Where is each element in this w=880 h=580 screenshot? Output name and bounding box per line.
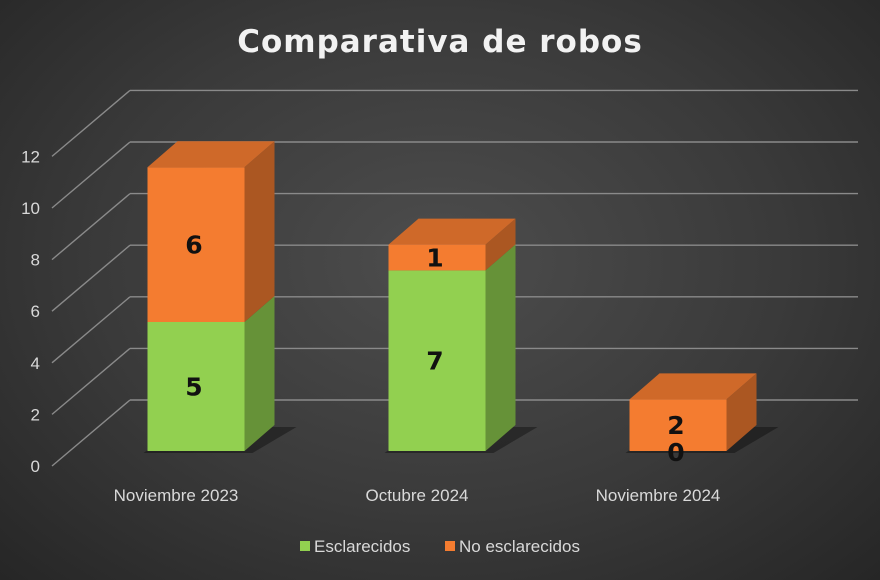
bar-segment <box>388 270 486 451</box>
bar-segment-side <box>244 141 275 322</box>
data-label: 1 <box>426 244 443 273</box>
bar-segment-top <box>629 373 757 400</box>
legend-label: Esclarecidos <box>314 537 410 556</box>
data-label: 2 <box>667 411 684 440</box>
legend-swatch <box>445 541 455 551</box>
gridline-side <box>51 141 131 209</box>
legend-swatch <box>300 541 310 551</box>
bar-segment-side <box>485 244 516 451</box>
bar-segment <box>629 399 727 451</box>
y-tick-label: 2 <box>31 405 40 424</box>
gridline-side <box>51 89 131 157</box>
data-labels: 5 6 7 1 02 <box>185 231 684 467</box>
gridline-side <box>51 347 131 415</box>
bar-segment-side <box>244 296 275 451</box>
gridline-side <box>51 244 131 312</box>
bar-segment <box>388 244 486 271</box>
data-label: 7 <box>426 347 443 376</box>
bar-segment-side <box>726 373 757 451</box>
bar-segment <box>147 322 245 451</box>
gridline-side <box>51 296 131 364</box>
y-tick-label: 6 <box>31 302 40 321</box>
x-category-label: Octubre 2024 <box>365 486 468 505</box>
bar-segment-top <box>388 218 516 245</box>
gridline-side <box>51 193 131 261</box>
x-category-label: Noviembre 2024 <box>596 486 721 505</box>
y-tick-label: 4 <box>31 354 40 373</box>
data-label: 0 <box>667 438 684 467</box>
x-category-label: Noviembre 2023 <box>114 486 239 505</box>
x-axis-categories: Noviembre 2023 Octubre 2024 Noviembre 2024 <box>114 486 721 505</box>
data-label: 5 <box>185 373 202 402</box>
y-tick-label: 8 <box>31 251 40 270</box>
bars <box>147 141 757 451</box>
y-tick-label: 12 <box>21 147 40 166</box>
y-tick-label: 0 <box>31 457 40 476</box>
y-axis-ticks: 0 2 4 6 8 10 12 <box>21 147 40 476</box>
legend-label: No esclarecidos <box>459 537 580 556</box>
data-label: 6 <box>185 231 202 260</box>
gridline-side <box>51 399 131 467</box>
bar-segment <box>147 167 245 322</box>
legend: Esclarecidos No esclarecidos <box>300 537 580 556</box>
bar-segment-side <box>485 218 516 271</box>
y-tick-label: 10 <box>21 199 40 218</box>
bar-segment-top <box>147 141 275 168</box>
chart-title: Comparativa de robos <box>237 24 643 60</box>
